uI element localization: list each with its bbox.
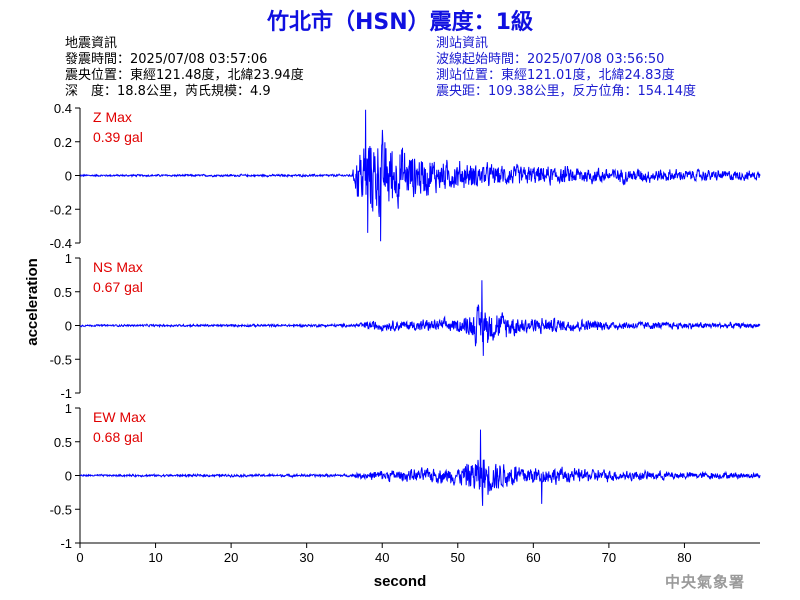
distance-azimuth: 震央距：109.38公里，反方位角：154.14度 [436, 84, 696, 99]
waveform-ns [79, 280, 761, 356]
y-tick-label: -1 [60, 536, 72, 551]
waveform-z [79, 109, 761, 242]
max-label: EW Max [93, 409, 146, 425]
wave-start-time: 波線起始時間：2025/07/08 03:56:50 [436, 52, 665, 67]
panel-ew: 1 0.5 0 -0.5 -1 EW Max 0.68 gal [50, 401, 761, 551]
station-info: 測站資訊 波線起始時間：2025/07/08 03:56:50 測站位置：東經1… [436, 36, 696, 100]
y-tick-label: 1 [65, 251, 72, 266]
x-tick-label: 70 [602, 550, 616, 565]
depth-magnitude: 深 度：18.8公里，芮氏規模：4.9 [65, 84, 271, 99]
x-tick-label: 30 [299, 550, 313, 565]
earthquake-info: 地震資訊 發震時間：2025/07/08 03:57:06 震央位置：東經121… [65, 36, 304, 100]
station-location: 測站位置：東經121.01度，北緯24.83度 [436, 68, 675, 83]
max-value: 0.68 gal [93, 429, 143, 445]
max-label: NS Max [93, 259, 143, 275]
earthquake-info-heading: 地震資訊 [65, 36, 118, 51]
y-tick-label: 0.5 [54, 435, 72, 450]
panel-z: 0.4 0.2 0 -0.2 -0.4 Z Max 0.39 gal [50, 101, 761, 251]
x-tick-label: 0 [76, 550, 83, 565]
y-tick-label: -0.5 [50, 502, 72, 517]
max-value: 0.67 gal [93, 279, 143, 295]
epicenter-location: 震央位置：東經121.48度，北緯23.94度 [65, 68, 304, 83]
y-tick-label: -0.5 [50, 352, 72, 367]
waveform-ew [79, 429, 761, 506]
y-tick-label: 0.4 [54, 101, 72, 116]
x-tick-label: 80 [677, 550, 691, 565]
y-tick-label: 1 [65, 401, 72, 416]
y-tick-label: -0.2 [50, 202, 72, 217]
y-tick-label: 0 [65, 169, 72, 184]
y-tick-label: -1 [60, 386, 72, 401]
panel-ns: 1 0.5 0 -0.5 -1 NS Max 0.67 gal [50, 251, 761, 401]
x-axis-label: second [374, 573, 427, 590]
max-label: Z Max [93, 109, 132, 125]
y-tick-label: 0.2 [54, 135, 72, 150]
y-tick-label: 0 [65, 319, 72, 334]
y-tick-label: -0.4 [50, 236, 72, 251]
x-tick-label: 40 [375, 550, 389, 565]
x-tick-label: 60 [526, 550, 540, 565]
origin-time: 發震時間：2025/07/08 03:57:06 [65, 52, 268, 67]
x-tick-label: 50 [451, 550, 465, 565]
x-tick-label: 20 [224, 550, 238, 565]
y-tick-label: 0.5 [54, 285, 72, 300]
y-axis-label: acceleration [24, 258, 41, 346]
station-info-heading: 測站資訊 [436, 36, 489, 51]
agency-credit: 中央氣象署 [664, 573, 745, 591]
page-title: 竹北市（HSN）震度：1級 [267, 10, 533, 35]
max-value: 0.39 gal [93, 129, 143, 145]
x-tick-label: 10 [148, 550, 162, 565]
y-tick-label: 0 [65, 469, 72, 484]
